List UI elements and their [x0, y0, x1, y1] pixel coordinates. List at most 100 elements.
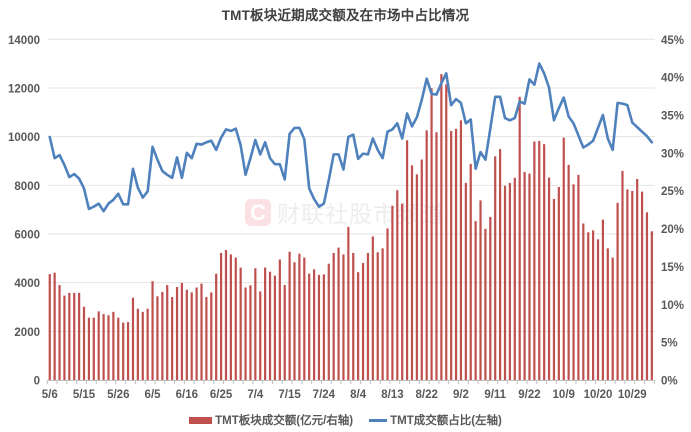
bar [440, 74, 443, 380]
bar [626, 189, 629, 380]
bar [596, 239, 600, 380]
bar [298, 253, 301, 380]
x-axis-tick-label: 8/4 [350, 389, 367, 401]
bar [636, 178, 639, 380]
bar [190, 292, 193, 380]
bar [543, 144, 546, 380]
bar [552, 198, 556, 380]
bar [474, 221, 477, 380]
right-axis-tick-label: 5% [661, 338, 678, 350]
bar [582, 223, 585, 380]
x-axis-tick-label: 8/22 [415, 389, 437, 401]
bar [650, 231, 653, 380]
bar [347, 226, 350, 380]
bar [469, 163, 472, 380]
bar [102, 314, 105, 380]
bar [146, 308, 149, 380]
x-axis-tick-label: 10/20 [584, 389, 613, 401]
bar [405, 140, 409, 380]
right-axis-tick-label: 40% [661, 73, 684, 85]
bar [415, 174, 418, 380]
bar [494, 156, 497, 380]
bar [352, 252, 355, 380]
left-axis-tick-label: 12000 [8, 83, 40, 95]
bar [631, 190, 634, 380]
bar [48, 274, 51, 380]
right-axis-tick-label: 35% [661, 111, 684, 123]
bar [180, 282, 184, 380]
bar [288, 251, 291, 380]
bar [268, 271, 272, 380]
bar [454, 128, 458, 380]
legend-item-turnover[interactable]: TMT板块成交额(亿元/右轴) [189, 412, 353, 428]
bar [538, 141, 541, 380]
x-axis-tick-label: 10/9 [553, 389, 575, 401]
bar [337, 247, 340, 380]
watermark-logo-icon: C [245, 198, 271, 226]
bar [587, 232, 590, 380]
x-axis-tick-label: 7/24 [313, 389, 336, 401]
bar [572, 184, 575, 380]
left-axis-tick-label: 4000 [14, 278, 40, 290]
bar [640, 191, 644, 380]
bar [107, 315, 110, 380]
legend-item-share[interactable]: TMT成交额占比(左轴) [369, 412, 502, 428]
bar [479, 200, 482, 380]
bar [611, 257, 614, 380]
bar [606, 248, 609, 380]
bar [312, 269, 316, 380]
bar [361, 262, 365, 380]
bar [73, 292, 76, 380]
bar [435, 132, 438, 380]
bar [87, 317, 91, 380]
line-series-share [48, 62, 654, 213]
bar [122, 322, 125, 380]
legend-label-turnover: TMT板块成交额(亿元/右轴) [215, 415, 354, 427]
left-axis-tick-label: 10000 [8, 132, 40, 144]
bar [562, 137, 565, 380]
bar [386, 228, 389, 380]
right-axis-tick-label: 0% [661, 376, 678, 388]
x-axis-tick-label: 10/29 [618, 389, 647, 401]
bar [259, 291, 262, 380]
bar [234, 257, 237, 380]
bar [131, 297, 135, 380]
bar [528, 173, 531, 380]
bar [484, 228, 487, 380]
bar [317, 274, 321, 380]
right-axis-tick-label: 15% [661, 262, 684, 274]
bar [219, 252, 223, 380]
bar [308, 273, 311, 380]
x-axis-tick-label: 6/5 [145, 389, 162, 401]
bar [621, 170, 624, 380]
left-axis-tick-label: 0 [34, 376, 40, 388]
x-axis-tick-label: 9/2 [453, 389, 469, 401]
bar [68, 292, 71, 380]
bar [224, 250, 228, 380]
bar [327, 263, 330, 380]
bar [58, 285, 61, 380]
bar [332, 252, 335, 380]
left-axis-tick-label: 6000 [14, 229, 40, 241]
bar [499, 149, 502, 380]
bar [420, 159, 423, 380]
bar [508, 182, 511, 380]
bar [254, 268, 257, 380]
x-axis-tick-label: 5/15 [73, 389, 96, 401]
bar [533, 141, 536, 380]
x-axis [46, 380, 655, 384]
bar [489, 216, 492, 380]
bar [391, 205, 394, 380]
bar [82, 306, 86, 380]
bar [518, 96, 521, 380]
bar [283, 285, 286, 380]
bar [273, 275, 277, 380]
bar [293, 262, 296, 380]
right-axis-tick-label: 30% [661, 148, 684, 160]
legend: TMT板块成交额(亿元/右轴) TMT成交额占比(左轴) [0, 412, 691, 428]
bar [567, 164, 570, 380]
bar [264, 267, 267, 380]
bar [161, 291, 164, 380]
bar [601, 219, 604, 380]
